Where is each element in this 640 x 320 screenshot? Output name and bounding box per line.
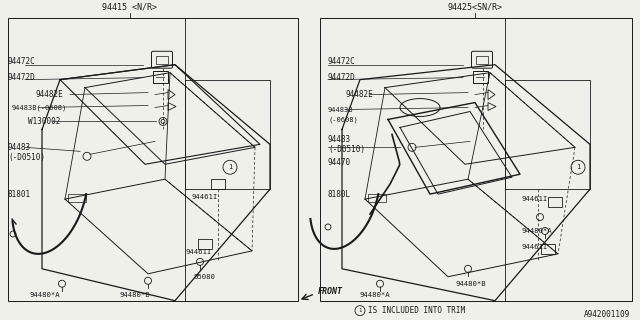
- FancyBboxPatch shape: [152, 51, 173, 68]
- Text: 95080: 95080: [193, 274, 215, 280]
- Text: 94425<SN/R>: 94425<SN/R>: [447, 3, 502, 12]
- Circle shape: [465, 265, 472, 272]
- Circle shape: [408, 143, 416, 151]
- Circle shape: [58, 280, 65, 287]
- Polygon shape: [488, 90, 495, 100]
- Bar: [8, 18, 298, 301]
- Text: 94472D: 94472D: [8, 73, 36, 82]
- Text: 1: 1: [576, 164, 580, 170]
- Text: 94472D: 94472D: [328, 73, 356, 82]
- Text: 1: 1: [358, 308, 362, 313]
- FancyBboxPatch shape: [541, 244, 555, 254]
- Circle shape: [83, 152, 91, 160]
- Text: 1: 1: [228, 164, 232, 170]
- FancyBboxPatch shape: [156, 56, 168, 64]
- Bar: [320, 18, 632, 301]
- Text: 81801: 81801: [8, 190, 31, 199]
- Text: (-D0510): (-D0510): [8, 153, 45, 162]
- Bar: [368, 194, 386, 202]
- Text: 94483B(-0608): 94483B(-0608): [12, 104, 67, 111]
- Text: 94480*A: 94480*A: [30, 292, 61, 298]
- Text: 94480*A: 94480*A: [360, 292, 390, 298]
- Polygon shape: [168, 90, 175, 100]
- Circle shape: [223, 160, 237, 174]
- Text: 94472C: 94472C: [8, 57, 36, 66]
- Text: 94483: 94483: [328, 135, 351, 144]
- Text: IS INCLUDED INTO TRIM: IS INCLUDED INTO TRIM: [368, 306, 465, 315]
- Text: 94461I: 94461I: [522, 196, 548, 202]
- Circle shape: [541, 228, 548, 235]
- Polygon shape: [488, 102, 496, 110]
- Bar: [68, 194, 86, 202]
- Text: W130002: W130002: [28, 117, 60, 126]
- Text: 94470: 94470: [328, 158, 351, 167]
- Circle shape: [196, 258, 204, 265]
- FancyBboxPatch shape: [211, 179, 225, 189]
- Text: FRONT: FRONT: [318, 287, 343, 296]
- Text: 94482E: 94482E: [35, 90, 63, 99]
- FancyBboxPatch shape: [198, 239, 212, 249]
- Text: 94482E: 94482E: [345, 90, 372, 99]
- Text: 94461I: 94461I: [185, 249, 211, 255]
- FancyBboxPatch shape: [476, 56, 488, 64]
- Text: 94480*B: 94480*B: [455, 281, 486, 287]
- Circle shape: [571, 160, 585, 174]
- Circle shape: [536, 213, 543, 220]
- Text: 94480*B: 94480*B: [120, 292, 150, 298]
- Text: (-D0510): (-D0510): [328, 145, 365, 154]
- Polygon shape: [168, 102, 176, 110]
- FancyBboxPatch shape: [152, 71, 168, 83]
- Circle shape: [10, 231, 16, 237]
- Text: 94415 <N/R>: 94415 <N/R>: [102, 3, 157, 12]
- Text: 94483: 94483: [8, 143, 31, 152]
- Text: 94461I: 94461I: [522, 244, 548, 250]
- Circle shape: [325, 224, 331, 230]
- Text: 94480*A: 94480*A: [522, 228, 552, 234]
- Text: 8180L: 8180L: [328, 190, 351, 199]
- Circle shape: [159, 117, 167, 125]
- Text: A942001109: A942001109: [584, 310, 630, 319]
- FancyBboxPatch shape: [548, 197, 562, 207]
- Text: 94472C: 94472C: [328, 57, 356, 66]
- FancyBboxPatch shape: [472, 71, 488, 83]
- Text: (-0608): (-0608): [328, 116, 358, 123]
- Circle shape: [145, 277, 152, 284]
- Text: 94461I: 94461I: [192, 194, 218, 200]
- Ellipse shape: [400, 99, 440, 116]
- Circle shape: [376, 280, 383, 287]
- FancyBboxPatch shape: [472, 51, 493, 68]
- Text: 94483B: 94483B: [328, 107, 353, 113]
- Circle shape: [355, 306, 365, 316]
- Circle shape: [161, 119, 165, 124]
